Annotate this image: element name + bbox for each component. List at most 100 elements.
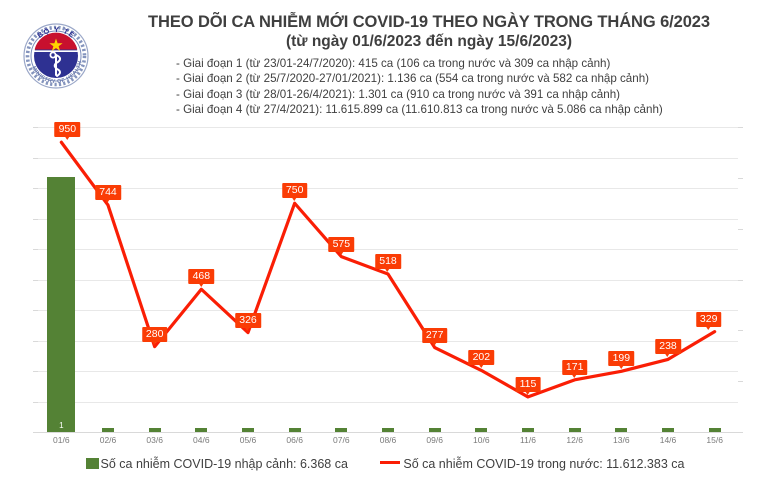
bar-value-label: - bbox=[666, 422, 670, 429]
y-axis-tick-mark-left bbox=[33, 340, 38, 342]
bar-value-label: - bbox=[246, 422, 250, 429]
bar-imported-cases[interactable]: - bbox=[615, 422, 628, 432]
phase-line-3: - Giai đoạn 3 (từ 28/01-26/4/2021): 1.30… bbox=[176, 87, 620, 101]
y-axis-tick-mark-left bbox=[33, 310, 38, 311]
y-axis-tick-mark-right bbox=[738, 279, 743, 281]
x-axis-tick-label: 03/6 bbox=[146, 435, 163, 445]
line-value-label: 329 bbox=[695, 311, 722, 330]
line-domestic-cases bbox=[59, 140, 717, 399]
bar-value-label: - bbox=[106, 422, 110, 429]
x-axis-tick-label: 13/6 bbox=[613, 435, 630, 445]
line-path bbox=[59, 140, 717, 399]
line-value-label: 199 bbox=[608, 351, 635, 370]
line-value-label: 171 bbox=[561, 359, 588, 378]
legend-swatch-bar-icon bbox=[85, 457, 99, 469]
bar-imported-cases[interactable]: - bbox=[335, 422, 348, 432]
bar-imported-cases[interactable]: - bbox=[428, 422, 441, 432]
bar-imported-cases[interactable]: - bbox=[662, 422, 674, 432]
bar-value-label: - bbox=[433, 422, 436, 429]
bar-imported-cases[interactable]: 1 bbox=[47, 177, 76, 432]
phase-line-2: - Giai đoạn 2 (từ 25/7/2020-27/01/2021):… bbox=[176, 72, 650, 86]
bar-value-label: - bbox=[293, 422, 296, 429]
line-value-label: 115 bbox=[515, 376, 541, 395]
bar-imported-cases[interactable]: - bbox=[475, 422, 488, 432]
svg-text:BỘ Y TẾ: BỘ Y TẾ bbox=[35, 25, 77, 40]
line-value-label: 238 bbox=[655, 339, 681, 358]
line-value-label: 468 bbox=[188, 269, 215, 288]
y-axis-tick-mark-right bbox=[738, 127, 743, 128]
y-axis-tick-mark-left bbox=[33, 157, 38, 159]
bar-value-label: - bbox=[386, 422, 390, 429]
line-value-label: 744 bbox=[95, 185, 121, 204]
bar-imported-cases[interactable]: - bbox=[195, 422, 208, 432]
gridline bbox=[38, 157, 738, 159]
x-axis-tick-label: 06/6 bbox=[286, 435, 303, 445]
y-axis-tick-mark-right bbox=[738, 330, 743, 332]
title-block: THEO DÕI CA NHIỄM MỚI COVID-19 THEO NGÀY… bbox=[104, 12, 754, 52]
x-axis-tick-label: 15/6 bbox=[706, 435, 723, 445]
gridline bbox=[38, 401, 738, 403]
line-value-label: 277 bbox=[421, 327, 448, 346]
bar-imported-cases[interactable]: - bbox=[708, 422, 721, 432]
bar-value-label: - bbox=[480, 422, 483, 429]
gridline bbox=[38, 340, 738, 342]
gridline bbox=[38, 279, 738, 281]
x-axis-tick-label: 14/6 bbox=[659, 435, 677, 445]
line-value-label: 326 bbox=[235, 312, 261, 331]
gridline bbox=[38, 218, 738, 220]
bar-value-label: 1 bbox=[59, 421, 64, 430]
phase-summary-list: - Giai đoạn 1 (từ 23/01-24/7/2020): 415 … bbox=[176, 56, 756, 118]
moh-emblem-icon: BỘ Y TẾ MINISTRY OF HEALTH bbox=[23, 23, 89, 89]
gridline bbox=[38, 310, 738, 311]
x-axis-tick-label: 12/6 bbox=[566, 435, 583, 445]
legend-swatch-line-icon bbox=[380, 460, 401, 464]
bar-value-label: - bbox=[526, 422, 530, 429]
bar-imported-cases[interactable]: - bbox=[102, 422, 114, 432]
line-value-label: 280 bbox=[141, 326, 168, 345]
line-value-label: 750 bbox=[281, 183, 308, 202]
gridline bbox=[38, 188, 738, 189]
gridline bbox=[38, 249, 738, 250]
line-value-label: 950 bbox=[54, 122, 81, 141]
line-value-label: 575 bbox=[328, 236, 355, 255]
bar-value-label: - bbox=[573, 422, 576, 429]
bar-value-label: - bbox=[153, 422, 156, 429]
y-axis-tick-mark-right bbox=[738, 177, 743, 179]
x-axis-tick-label: 07/6 bbox=[333, 435, 350, 445]
chart-plot-area: -1002003004005006007008009001.000-001111… bbox=[0, 118, 770, 448]
y-axis-tick-mark-left bbox=[33, 401, 38, 403]
ministry-of-health-logo: BỘ Y TẾ MINISTRY OF HEALTH bbox=[20, 10, 92, 102]
chart-legend: Số ca nhiễm COVID-19 nhập cảnh: 6.368 ca… bbox=[0, 455, 770, 473]
bar-imported-cases[interactable]: - bbox=[382, 422, 394, 432]
y-axis-tick-mark-right bbox=[738, 381, 743, 383]
bar-imported-cases[interactable]: - bbox=[148, 422, 161, 432]
y-axis-tick-mark-left bbox=[33, 127, 38, 128]
bar-imported-cases[interactable]: - bbox=[242, 422, 254, 432]
x-axis-tick-label: 01/6 bbox=[53, 435, 70, 445]
x-axis-tick-label: 04/6 bbox=[193, 435, 210, 445]
legend-item-imported: Số ca nhiễm COVID-19 nhập cảnh: 6.368 ca bbox=[85, 456, 348, 471]
bar-value-label: - bbox=[340, 422, 343, 429]
x-axis-tick-label: 05/6 bbox=[239, 435, 257, 445]
page-title: THEO DÕI CA NHIỄM MỚI COVID-19 THEO NGÀY… bbox=[148, 13, 710, 31]
bar-imported-cases[interactable]: - bbox=[288, 422, 301, 432]
chart-canvas: -1002003004005006007008009001.000-001111… bbox=[33, 122, 743, 445]
y-axis-tick-mark-left bbox=[33, 279, 38, 281]
y-axis-tick-mark-right bbox=[738, 432, 743, 433]
line-value-label: 518 bbox=[375, 254, 401, 272]
legend-label-imported: Số ca nhiễm COVID-19 nhập cảnh: 6.368 ca bbox=[100, 456, 348, 471]
y-axis-tick-mark-left bbox=[33, 218, 38, 220]
x-axis-tick-label: 10/6 bbox=[473, 435, 490, 445]
y-axis-tick-mark-right bbox=[738, 228, 743, 230]
y-axis-tick-mark-left bbox=[33, 371, 38, 372]
legend-label-domestic: Số ca nhiễm COVID-19 trong nước: 11.612.… bbox=[403, 456, 685, 471]
x-axis-tick-label: 09/6 bbox=[426, 435, 443, 445]
bar-imported-cases[interactable]: - bbox=[522, 422, 534, 432]
bar-value-label: - bbox=[200, 422, 203, 429]
line-value-label: 202 bbox=[468, 350, 495, 369]
phase-line-1: - Giai đoạn 1 (từ 23/01-24/7/2020): 415 … bbox=[176, 57, 611, 70]
phase-line-4: - Giai đoạn 4 (từ 27/4/2021): 11.615.899… bbox=[176, 103, 663, 117]
bar-imported-cases[interactable]: - bbox=[568, 422, 581, 432]
gridline bbox=[38, 371, 738, 372]
y-axis-tick-mark-left bbox=[33, 188, 38, 189]
